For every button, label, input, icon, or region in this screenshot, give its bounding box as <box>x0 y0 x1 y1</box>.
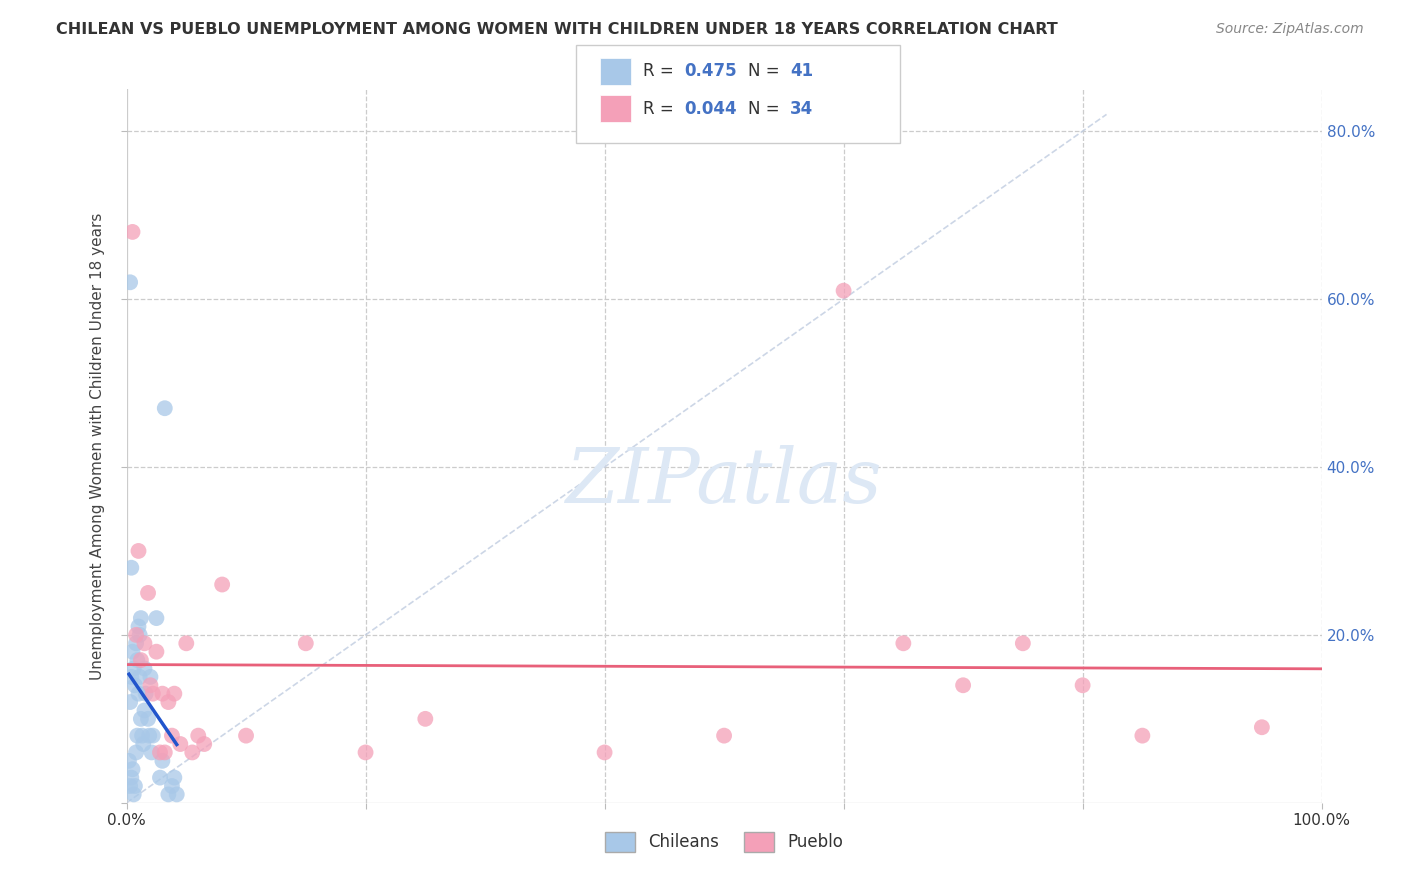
Point <box>163 771 186 785</box>
Point <box>150 687 174 701</box>
Point <box>157 695 180 709</box>
Text: N =: N = <box>748 100 785 118</box>
Point <box>1130 729 1153 743</box>
Point <box>294 636 316 650</box>
Point <box>1011 636 1033 650</box>
Text: 34: 34 <box>790 100 814 118</box>
Point <box>120 670 142 684</box>
Point <box>187 729 209 743</box>
Point <box>163 687 186 701</box>
Point <box>129 611 152 625</box>
Point <box>134 703 156 717</box>
Point <box>593 746 616 760</box>
Point <box>952 678 974 692</box>
Point <box>174 636 197 650</box>
Point <box>145 611 167 625</box>
Point <box>142 729 165 743</box>
Text: R =: R = <box>643 100 679 118</box>
Point <box>150 754 174 768</box>
Point <box>135 687 157 701</box>
Point <box>124 779 146 793</box>
Point <box>142 687 165 701</box>
Point <box>120 695 142 709</box>
Point <box>166 788 188 802</box>
Point <box>125 636 148 650</box>
Point <box>138 729 160 743</box>
Point <box>153 401 176 416</box>
Point <box>120 275 142 289</box>
Text: 41: 41 <box>790 62 813 80</box>
Point <box>121 762 143 776</box>
Point <box>127 729 149 743</box>
Point <box>127 544 149 558</box>
Point <box>134 636 156 650</box>
Point <box>354 746 377 760</box>
Point <box>131 729 153 743</box>
Point <box>169 737 191 751</box>
Point <box>1250 720 1272 734</box>
Text: 0.044: 0.044 <box>685 100 737 118</box>
Point <box>122 788 145 802</box>
Point <box>127 619 149 633</box>
Point <box>891 636 914 650</box>
Point <box>129 712 152 726</box>
Point <box>235 729 257 743</box>
Point <box>129 653 152 667</box>
Text: Source: ZipAtlas.com: Source: ZipAtlas.com <box>1216 22 1364 37</box>
Point <box>1071 678 1094 692</box>
Point <box>118 754 141 768</box>
Legend: Chileans, Pueblo: Chileans, Pueblo <box>598 825 851 859</box>
Point <box>139 670 162 684</box>
Point <box>124 678 146 692</box>
Point <box>149 771 172 785</box>
Point <box>413 712 436 726</box>
Point <box>157 788 180 802</box>
Point <box>128 628 150 642</box>
Point <box>139 678 162 692</box>
Point <box>134 661 156 675</box>
Point <box>145 645 167 659</box>
Point <box>211 577 233 591</box>
Point <box>122 661 145 675</box>
Text: CHILEAN VS PUEBLO UNEMPLOYMENT AMONG WOMEN WITH CHILDREN UNDER 18 YEARS CORRELAT: CHILEAN VS PUEBLO UNEMPLOYMENT AMONG WOM… <box>56 22 1057 37</box>
Point <box>832 284 855 298</box>
Point <box>149 746 172 760</box>
Point <box>132 737 155 751</box>
Text: R =: R = <box>643 62 679 80</box>
Point <box>136 586 159 600</box>
Point <box>121 645 143 659</box>
Point <box>713 729 735 743</box>
Point <box>127 653 149 667</box>
Point <box>121 225 143 239</box>
Point <box>120 779 142 793</box>
Point <box>181 746 204 760</box>
Point <box>120 560 142 574</box>
Text: N =: N = <box>748 62 785 80</box>
Point <box>128 670 150 684</box>
Point <box>136 712 159 726</box>
Point <box>160 729 183 743</box>
Point <box>160 779 183 793</box>
Point <box>125 628 148 642</box>
Point <box>127 687 149 701</box>
Point <box>141 746 163 760</box>
Y-axis label: Unemployment Among Women with Children Under 18 years: Unemployment Among Women with Children U… <box>90 212 105 680</box>
Point <box>193 737 215 751</box>
Point <box>125 746 148 760</box>
Text: 0.475: 0.475 <box>685 62 737 80</box>
Text: ZIPatlas: ZIPatlas <box>565 445 883 518</box>
Point <box>153 746 176 760</box>
Point <box>120 771 142 785</box>
